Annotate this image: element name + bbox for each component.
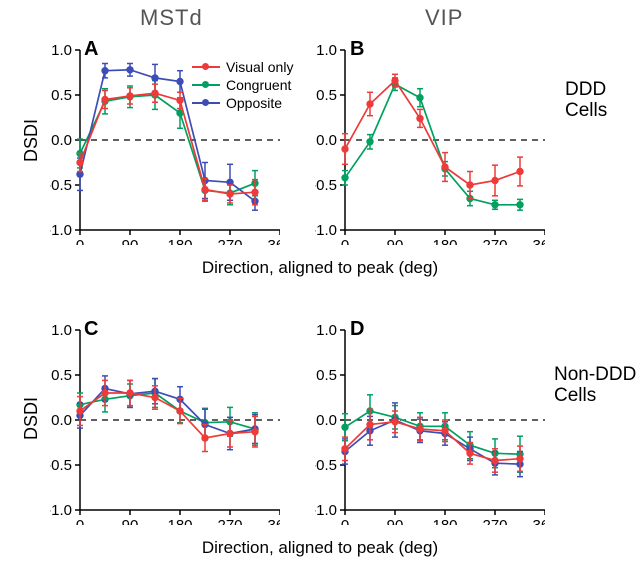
ylabel-bottom: DSDI <box>21 397 42 440</box>
svg-text:180: 180 <box>167 517 192 525</box>
svg-text:-0.5: -0.5 <box>315 177 337 194</box>
svg-text:0.0: 0.0 <box>316 412 337 429</box>
row-label-ddd-l2: Cells <box>565 100 607 121</box>
svg-text:90: 90 <box>387 237 404 245</box>
svg-text:0.0: 0.0 <box>51 132 72 149</box>
svg-text:0.5: 0.5 <box>51 367 72 384</box>
panel-c-chart: -1.0 -0.5 0.0 0.5 1.0 0 90 180 270 360 <box>50 315 280 525</box>
row-label-ddd: DDD Cells <box>565 80 607 122</box>
svg-text:0.5: 0.5 <box>51 87 72 104</box>
svg-text:90: 90 <box>122 237 139 245</box>
svg-text:360: 360 <box>532 237 545 245</box>
svg-text:0.5: 0.5 <box>316 367 337 384</box>
svg-text:1.0: 1.0 <box>316 42 337 59</box>
svg-text:270: 270 <box>482 517 507 525</box>
svg-text:-0.5: -0.5 <box>315 457 337 474</box>
svg-text:90: 90 <box>122 517 139 525</box>
svg-text:0: 0 <box>76 237 84 245</box>
svg-text:360: 360 <box>532 517 545 525</box>
svg-text:270: 270 <box>482 237 507 245</box>
svg-text:-0.5: -0.5 <box>50 177 72 194</box>
col-header-vip: VIP <box>425 5 463 31</box>
svg-text:-1.0: -1.0 <box>315 222 337 239</box>
svg-text:180: 180 <box>432 237 457 245</box>
panel-b-chart: -1.0 -0.5 0.0 0.5 1.0 0 90 180 270 360 <box>315 35 545 245</box>
svg-text:0: 0 <box>76 517 84 525</box>
xlabel-bottom: Direction, aligned to peak (deg) <box>95 538 545 558</box>
svg-text:270: 270 <box>217 237 242 245</box>
svg-text:-1.0: -1.0 <box>50 502 72 519</box>
ylabel-top: DSDI <box>21 119 42 162</box>
row-label-ddd-l1: DDD <box>565 79 606 100</box>
svg-text:0.5: 0.5 <box>316 87 337 104</box>
svg-text:-1.0: -1.0 <box>315 502 337 519</box>
svg-text:-1.0: -1.0 <box>50 222 72 239</box>
row-label-nonddd-l1: Non-DDD <box>554 364 636 385</box>
svg-text:0.0: 0.0 <box>316 132 337 149</box>
svg-text:90: 90 <box>387 517 404 525</box>
svg-text:0: 0 <box>341 517 349 525</box>
panel-a-chart: -1.0 -0.5 0.0 0.5 1.0 0 90 180 270 360 <box>50 35 280 245</box>
svg-text:360: 360 <box>267 517 280 525</box>
svg-text:-0.5: -0.5 <box>50 457 72 474</box>
svg-text:0.0: 0.0 <box>51 412 72 429</box>
svg-text:0: 0 <box>341 237 349 245</box>
svg-text:180: 180 <box>167 237 192 245</box>
svg-text:180: 180 <box>432 517 457 525</box>
panel-letter-c: C <box>84 318 98 341</box>
svg-text:360: 360 <box>267 237 280 245</box>
panel-letter-d: D <box>350 318 364 341</box>
svg-text:1.0: 1.0 <box>51 322 72 339</box>
xlabel-top: Direction, aligned to peak (deg) <box>95 258 545 278</box>
svg-text:1.0: 1.0 <box>316 322 337 339</box>
col-header-mstd: MSTd <box>140 5 203 31</box>
panel-letter-a: A <box>84 38 98 61</box>
svg-text:1.0: 1.0 <box>51 42 72 59</box>
panel-d-chart: -1.0 -0.5 0.0 0.5 1.0 0 90 180 270 360 <box>315 315 545 525</box>
panel-letter-b: B <box>350 38 364 61</box>
row-label-nonddd-l2: Cells <box>554 385 596 406</box>
row-label-nonddd: Non-DDD Cells <box>554 365 636 407</box>
svg-text:270: 270 <box>217 517 242 525</box>
